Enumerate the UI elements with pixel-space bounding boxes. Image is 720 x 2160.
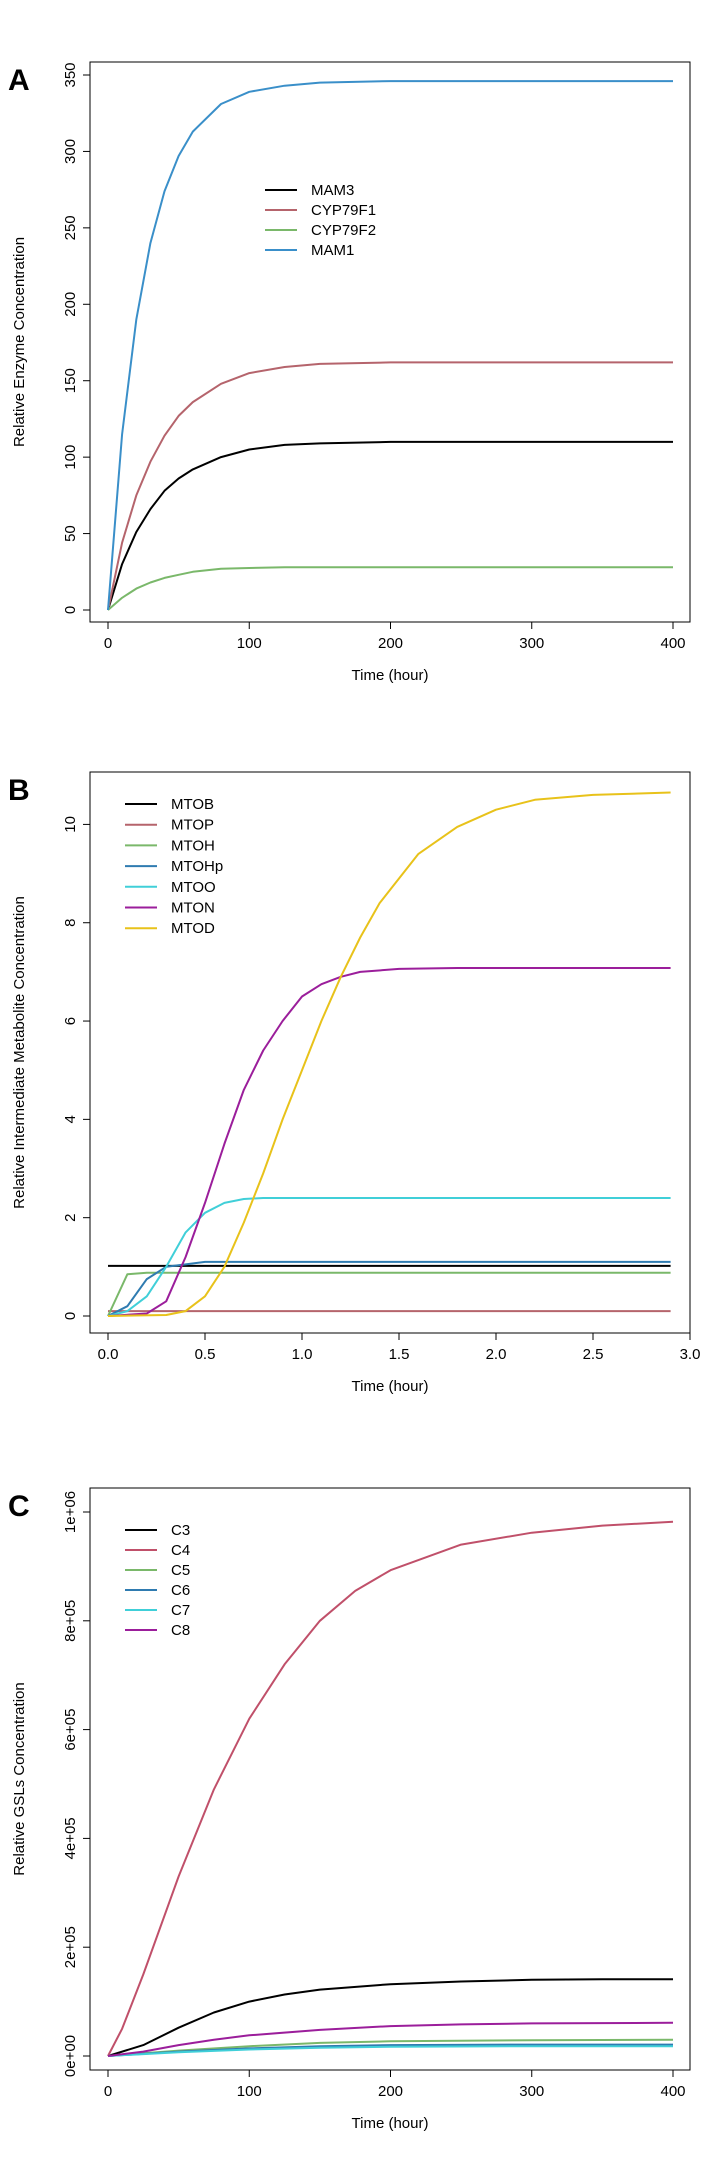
panel-a-legend-label-mam1: MAM1 — [311, 242, 354, 259]
panel-a-y-tick-label: 350 — [62, 62, 79, 87]
panel-b-legend-label-mtoo: MTOO — [171, 879, 216, 896]
panel-b-x-tick-label: 2.5 — [583, 1346, 604, 1363]
panel-c-y-tick-label: 0e+00 — [62, 2035, 79, 2077]
panel-b-legend-label-mtob: MTOB — [171, 796, 214, 813]
panel-a-x-tick-label: 200 — [378, 635, 403, 652]
panel-c-y-tick-label: 6e+05 — [62, 1709, 79, 1751]
panel-a-letter: A — [8, 64, 30, 97]
panel-b-plot-frame — [89, 771, 691, 1334]
panel-b-y-tick-label: 10 — [62, 816, 79, 833]
panel-b-legend-label-mton: MTON — [171, 900, 215, 917]
panel-c-legend-label-c8: C8 — [171, 1622, 190, 1639]
chart-panel-a: A 0 100 200 300 400 0 50 100 150 200 250 300 350 Time … — [8, 61, 691, 684]
panel-a-x-tick-label: 100 — [237, 635, 262, 652]
panel-b-series-mtoh — [107, 1271, 671, 1317]
panel-b-y-axis-label: Relative Intermediate Metabolite Concent… — [11, 896, 28, 1209]
panel-b-x-tick-label: 0.5 — [195, 1346, 216, 1363]
panel-a-plot-frame — [89, 61, 691, 623]
panel-b-legend-label-mtod: MTOD — [171, 920, 215, 937]
panel-b-y-tick-label: 8 — [62, 919, 79, 927]
panel-b-y-tick-label: 4 — [62, 1115, 79, 1123]
panel-a-y-axis-label: Relative Enzyme Concentration — [11, 237, 28, 447]
panel-c-y-tick-label: 2e+05 — [62, 1926, 79, 1968]
panel-a-y-tick-label: 50 — [62, 525, 79, 542]
panel-a-y-tick-label: 250 — [62, 215, 79, 240]
panel-a-x-tick-label: 0 — [104, 635, 112, 652]
panel-b-x-tick-label: 3.0 — [680, 1346, 701, 1363]
panel-b-x-tick-label: 1.0 — [292, 1346, 313, 1363]
panel-c-x-tick-label: 300 — [519, 2083, 544, 2100]
panel-b-legend-label-mtohp: MTOHp — [171, 858, 223, 875]
panel-a-x-tick-label: 400 — [660, 635, 685, 652]
panel-b-legend-label-mtoh: MTOH — [171, 837, 215, 854]
panel-b-x-axis-label: Time (hour) — [352, 1378, 429, 1395]
panel-b-x-tick-label: 1.5 — [389, 1346, 410, 1363]
panel-b-y-tick-label: 6 — [62, 1017, 79, 1025]
panel-a-series-mam1 — [107, 80, 673, 611]
panel-a-x-tick-label: 300 — [519, 635, 544, 652]
panel-b-letter: B — [8, 774, 30, 807]
panel-b-series-mtohp — [107, 1260, 671, 1317]
panel-c-legend-label-c6: C6 — [171, 1582, 190, 1599]
panel-c-legend-label-c5: C5 — [171, 1562, 190, 1579]
panel-b-series-mton — [107, 967, 671, 1317]
panel-c-letter: C — [8, 1490, 30, 1523]
panel-c-legend-label-c3: C3 — [171, 1522, 190, 1539]
panel-c-series-c7 — [107, 2045, 673, 2057]
panel-b-y-tick-label: 0 — [62, 1312, 79, 1320]
panel-a-y-tick-label: 200 — [62, 292, 79, 317]
panel-c-legend-label-c4: C4 — [171, 1542, 190, 1559]
panel-b-series-mtod — [107, 791, 671, 1317]
panel-c-legend-label-c7: C7 — [171, 1602, 190, 1619]
panel-a-y-tick-label: 150 — [62, 368, 79, 393]
panel-c-y-tick-label: 8e+05 — [62, 1600, 79, 1642]
panel-c-x-tick-label: 0 — [104, 2083, 112, 2100]
panel-b: B 0.0 0.5 1.0 1.5 2.0 2.5 3.0 0 2 4 6 8 10 Time (hour)… — [0, 720, 720, 1440]
panel-c-series-c4 — [107, 1520, 674, 2057]
panel-a-y-tick-label: 0 — [62, 606, 79, 614]
panel-a-series-mam3 — [107, 440, 673, 611]
panel-c-y-axis-label: Relative GSLs Concentration — [11, 1682, 28, 1875]
panel-b-legend-label-mtop: MTOP — [171, 817, 214, 834]
panel-c-x-axis-label: Time (hour) — [352, 2115, 429, 2132]
panel-b-series-mtoo — [107, 1197, 671, 1317]
panel-b-x-tick-label: 0.0 — [98, 1346, 119, 1363]
panel-c-y-tick-label: 1e+06 — [62, 1491, 79, 1533]
panel-c-x-tick-label: 200 — [378, 2083, 403, 2100]
panel-b-x-tick-label: 2.0 — [486, 1346, 507, 1363]
panel-a-y-tick-label: 100 — [62, 445, 79, 470]
panel-a-series-cyp79f2 — [107, 566, 673, 611]
chart-panel-b: B 0.0 0.5 1.0 1.5 2.0 2.5 3.0 0 2 4 6 8 10 Time (hour)… — [8, 771, 701, 1395]
panel-a: A 0 100 200 300 400 0 50 100 150 200 250 300 350 Time … — [0, 0, 720, 720]
panel-a-series-cyp79f1 — [107, 361, 673, 611]
panel-b-y-tick-label: 2 — [62, 1214, 79, 1222]
panel-c-series-c3 — [107, 1978, 673, 2057]
panel-a-legend-label-cyp79f1: CYP79F1 — [311, 202, 376, 219]
panel-c: C 0 100 200 300 400 0e+00 2e+05 4e+05 6e+05 8e+05 1… — [0, 1440, 720, 2160]
panel-a-x-axis-label: Time (hour) — [352, 667, 429, 684]
panel-c-series-c8 — [107, 2021, 674, 2057]
panel-a-y-tick-label: 300 — [62, 139, 79, 164]
panel-c-x-tick-label: 100 — [237, 2083, 262, 2100]
panel-c-x-tick-label: 400 — [660, 2083, 685, 2100]
chart-panel-c: C 0 100 200 300 400 0e+00 2e+05 4e+05 6e+05 8e+05 1… — [8, 1487, 691, 2132]
panel-a-legend-label-cyp79f2: CYP79F2 — [311, 222, 376, 239]
panel-c-y-tick-label: 4e+05 — [62, 1817, 79, 1859]
panel-a-legend-label-mam3: MAM3 — [311, 182, 354, 199]
